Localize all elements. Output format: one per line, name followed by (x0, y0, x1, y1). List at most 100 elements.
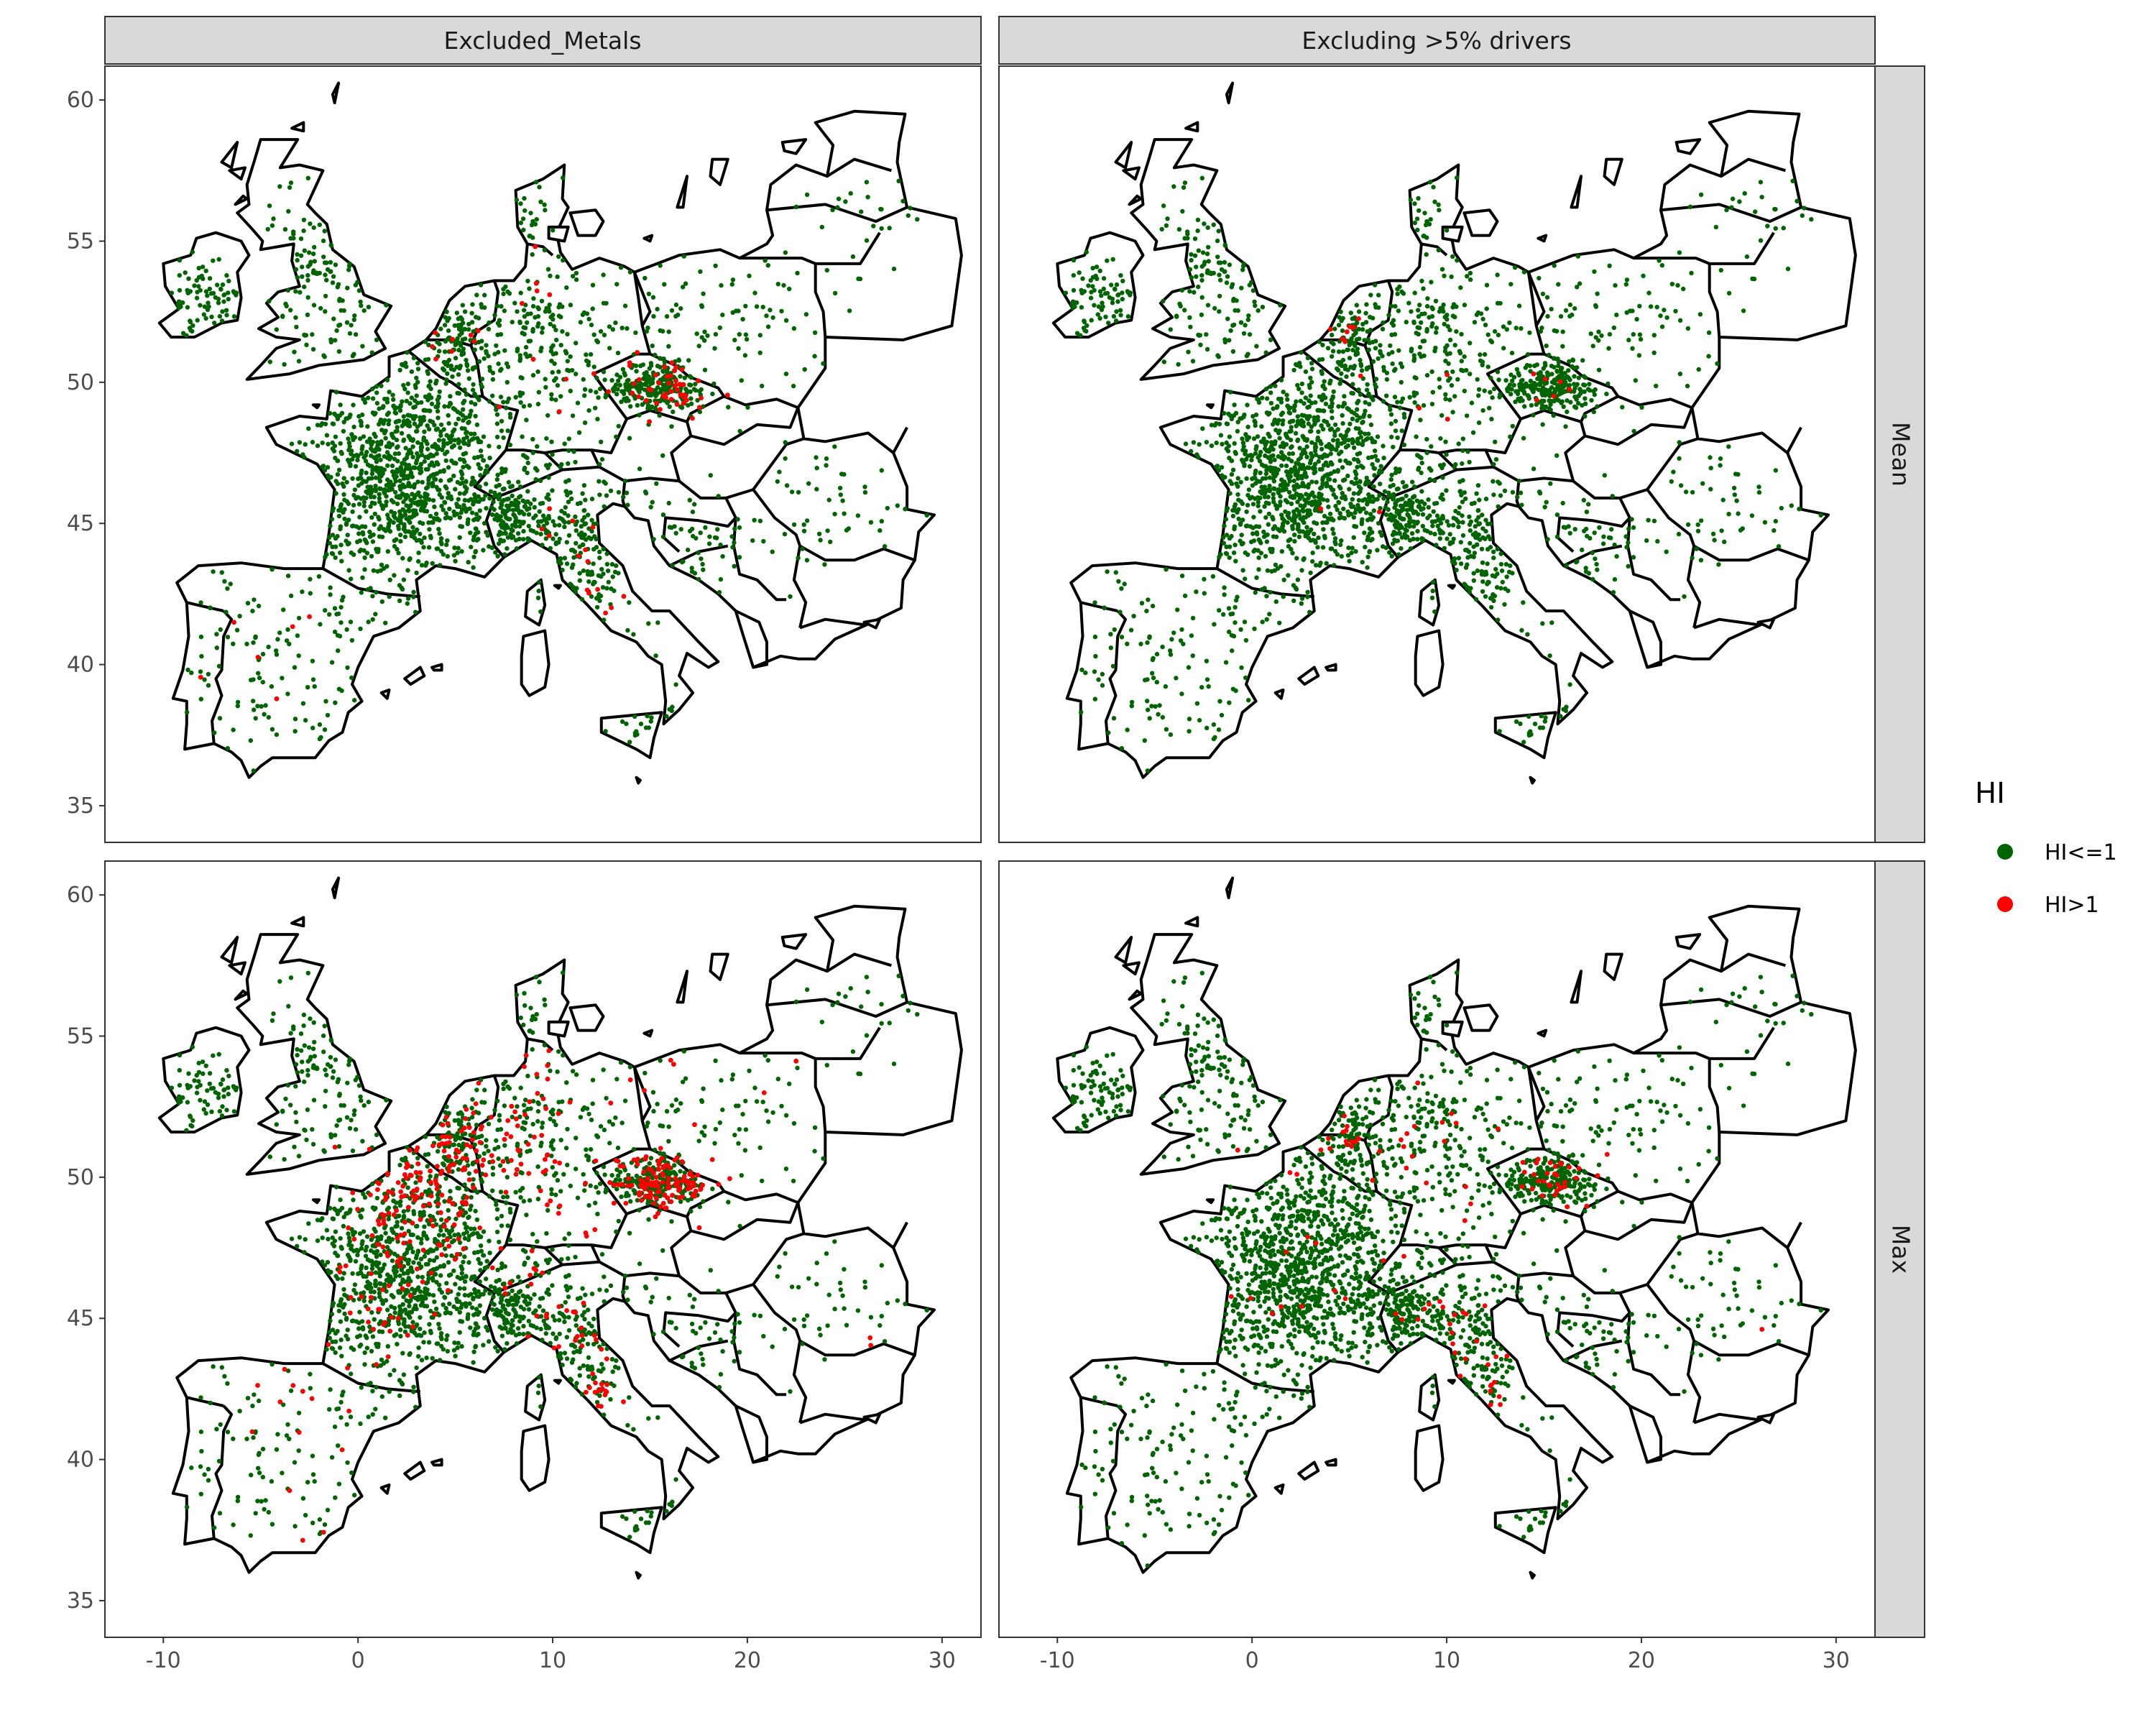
site-point-hi-le-1 (676, 358, 682, 363)
site-point-hi-le-1 (588, 388, 593, 393)
site-point-hi-le-1 (1444, 452, 1449, 457)
site-point-hi-le-1 (361, 503, 367, 509)
site-point-hi-le-1 (349, 638, 355, 643)
site-point-hi-le-1 (1168, 327, 1174, 332)
site-point-hi-le-1 (461, 440, 466, 445)
site-point-hi-le-1 (328, 410, 333, 416)
site-point-hi-le-1 (410, 454, 415, 459)
site-point-hi-le-1 (857, 276, 863, 282)
site-point-hi-le-1 (1396, 552, 1401, 557)
site-point-hi-le-1 (1430, 390, 1436, 395)
site-point-hi-le-1 (1161, 298, 1166, 304)
site-point-hi-gt-1 (547, 292, 553, 298)
site-point-hi-le-1 (1355, 436, 1360, 441)
site-point-hi-le-1 (1476, 393, 1481, 398)
site-point-hi-le-1 (1284, 431, 1289, 436)
site-point-hi-le-1 (495, 553, 500, 558)
site-point-hi-le-1 (285, 627, 290, 632)
site-point-hi-le-1 (1202, 591, 1207, 596)
site-point-hi-le-1 (430, 520, 436, 525)
site-point-hi-le-1 (429, 460, 435, 465)
site-point-hi-le-1 (1302, 484, 1307, 489)
site-point-hi-le-1 (666, 329, 671, 334)
site-point-hi-le-1 (422, 535, 427, 540)
country-border (211, 610, 234, 744)
site-point-hi-le-1 (510, 535, 515, 540)
site-point-hi-le-1 (1362, 338, 1367, 343)
site-point-hi-le-1 (635, 402, 640, 408)
site-point-hi-le-1 (521, 537, 526, 542)
site-point-hi-le-1 (522, 465, 528, 471)
site-point-hi-le-1 (462, 497, 468, 503)
site-point-hi-le-1 (1496, 479, 1501, 484)
site-point-hi-le-1 (1420, 538, 1425, 543)
site-point-hi-le-1 (226, 297, 231, 302)
site-point-hi-le-1 (885, 505, 890, 511)
site-point-hi-le-1 (1368, 512, 1373, 517)
site-point-hi-le-1 (357, 436, 363, 441)
site-point-hi-le-1 (370, 594, 375, 599)
site-point-hi-le-1 (1695, 522, 1700, 528)
site-point-hi-le-1 (1351, 366, 1356, 371)
site-point-hi-le-1 (1271, 534, 1276, 539)
site-point-hi-le-1 (513, 395, 518, 400)
site-point-hi-le-1 (1261, 529, 1266, 535)
site-point-hi-le-1 (209, 314, 214, 319)
site-point-hi-le-1 (477, 484, 482, 489)
site-point-hi-le-1 (577, 578, 582, 583)
land-bornholm (1537, 234, 1548, 243)
site-point-hi-le-1 (1548, 402, 1553, 407)
site-point-hi-le-1 (1393, 418, 1399, 424)
site-point-hi-le-1 (553, 397, 558, 402)
site-point-hi-le-1 (1332, 563, 1337, 568)
site-point-hi-le-1 (864, 180, 870, 185)
site-point-hi-gt-1 (666, 380, 672, 386)
site-point-hi-le-1 (257, 676, 262, 681)
site-point-hi-le-1 (518, 220, 523, 226)
site-point-hi-le-1 (566, 448, 571, 454)
site-point-hi-le-1 (437, 492, 442, 497)
site-point-hi-le-1 (469, 400, 474, 405)
site-point-hi-le-1 (499, 418, 505, 424)
site-point-hi-le-1 (472, 347, 477, 352)
site-point-hi-le-1 (528, 211, 533, 216)
site-point-hi-le-1 (1350, 416, 1355, 421)
site-point-hi-le-1 (395, 425, 400, 430)
site-point-hi-le-1 (291, 231, 296, 236)
site-point-hi-le-1 (1475, 483, 1481, 488)
site-point-hi-le-1 (1114, 282, 1120, 288)
site-point-hi-le-1 (445, 553, 450, 559)
site-point-hi-le-1 (1479, 572, 1485, 577)
site-point-hi-le-1 (1332, 429, 1337, 434)
site-point-hi-le-1 (1460, 436, 1466, 441)
site-point-hi-le-1 (1186, 349, 1191, 354)
site-point-hi-le-1 (310, 252, 316, 257)
site-point-hi-le-1 (471, 518, 476, 523)
site-point-hi-le-1 (1245, 351, 1250, 356)
site-point-hi-le-1 (517, 524, 522, 529)
site-point-hi-le-1 (1101, 276, 1107, 281)
site-point-hi-le-1 (667, 525, 673, 530)
site-point-hi-le-1 (1194, 274, 1199, 279)
site-point-hi-le-1 (791, 522, 797, 528)
site-point-hi-le-1 (550, 452, 555, 457)
site-point-hi-le-1 (1177, 301, 1182, 306)
site-point-hi-le-1 (411, 355, 417, 361)
site-point-hi-le-1 (311, 225, 316, 230)
site-point-hi-le-1 (1429, 369, 1434, 374)
site-point-hi-le-1 (864, 238, 870, 243)
land-malta (1529, 776, 1536, 785)
site-point-hi-le-1 (673, 302, 679, 308)
site-point-hi-le-1 (468, 338, 473, 343)
site-point-hi-le-1 (425, 455, 430, 460)
site-point-hi-le-1 (1449, 274, 1454, 280)
site-point-hi-le-1 (1426, 505, 1432, 510)
site-point-hi-le-1 (1278, 500, 1283, 505)
site-point-hi-le-1 (476, 461, 481, 467)
site-point-hi-le-1 (359, 468, 364, 474)
site-point-hi-le-1 (548, 273, 553, 278)
site-point-hi-le-1 (295, 633, 300, 638)
site-point-hi-le-1 (530, 326, 535, 332)
site-point-hi-le-1 (581, 508, 586, 513)
site-point-hi-le-1 (461, 491, 467, 496)
